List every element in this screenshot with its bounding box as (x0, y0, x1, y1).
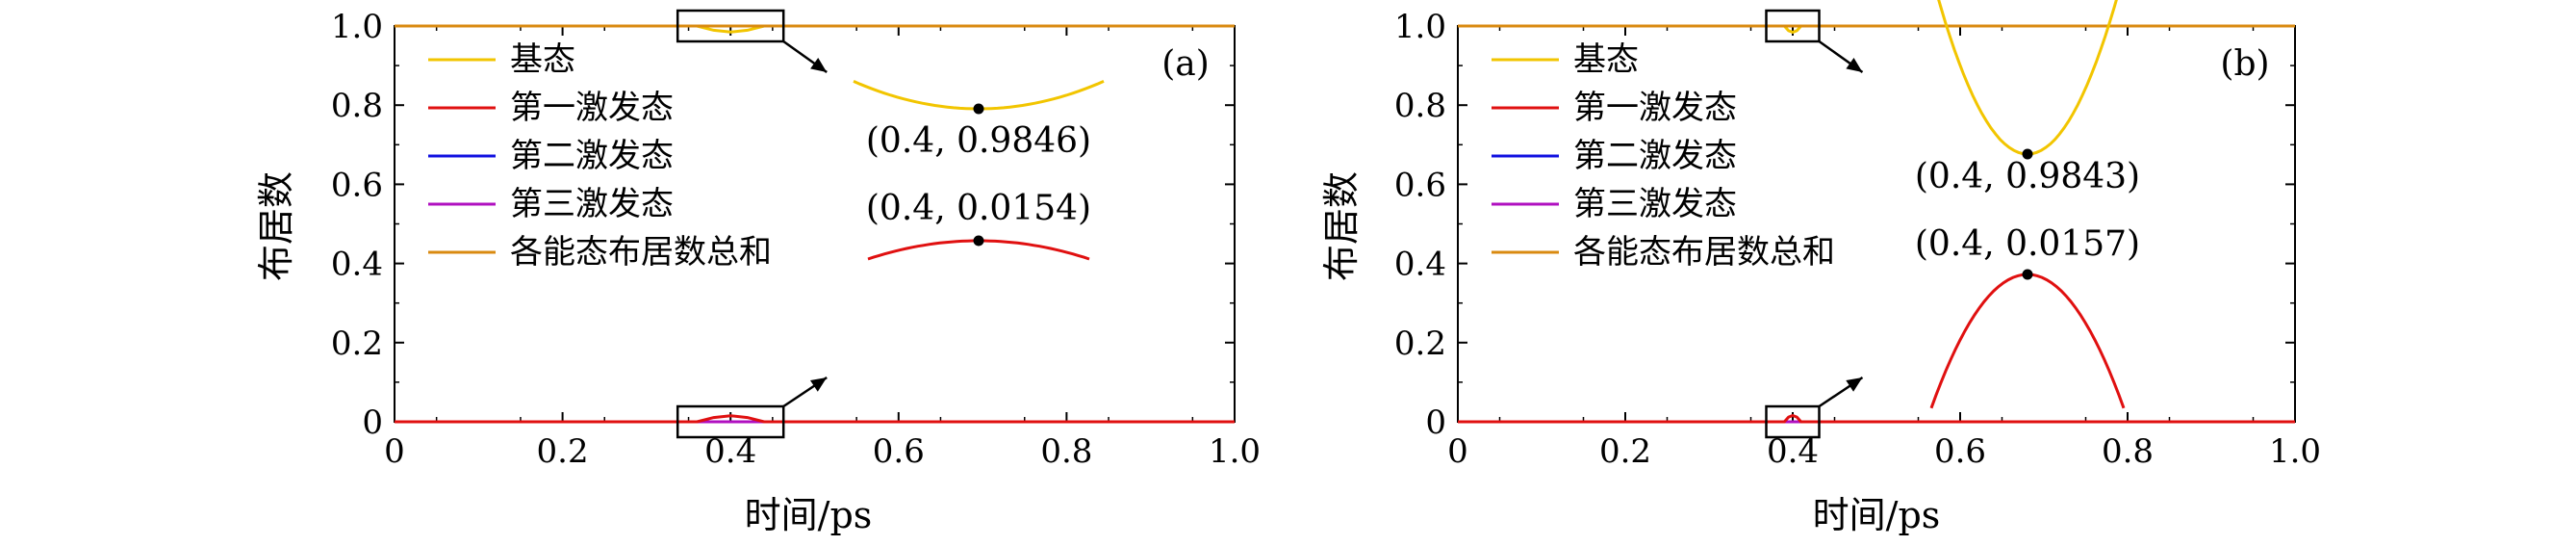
legend-label: 第一激发态 (510, 89, 674, 127)
inset-ground-curve (1937, 0, 2118, 156)
legend-label: 第二激发态 (1573, 137, 1737, 175)
y-tick-label: 0.4 (1394, 246, 1446, 284)
legend-label: 第一激发态 (1573, 89, 1737, 127)
legend-label: 第二激发态 (510, 137, 674, 175)
plot-frame (394, 25, 1236, 423)
y-tick-label: 1.0 (331, 8, 383, 46)
x-tick-label: 0.8 (2102, 432, 2154, 471)
y-tick-label: 0.6 (1394, 166, 1446, 204)
panel-label: (a) (1161, 44, 1210, 84)
series-line (1458, 413, 2295, 424)
zoom-arrowhead (1846, 377, 1863, 392)
zoom-box (1765, 9, 1821, 43)
y-tick-label: 0.8 (331, 87, 383, 125)
x-axis-title: 时间/ps (745, 494, 873, 536)
y-axis-title: 布居数 (255, 171, 297, 281)
panel-b: 布居数 时间/ps (b) 基态 第一激发态 第二激发态 第三激发态 各能态布居… (1320, 0, 2321, 536)
panel-a: 布居数 时间/ps (a) 基态 第一激发态 第二激发态 第三激发态 各能态布居… (255, 8, 1261, 536)
panel-label: (b) (2220, 44, 2269, 84)
y-tick-label: 0.8 (1394, 87, 1446, 125)
zoom-arrowhead (810, 58, 828, 72)
y-tick-label: 0 (1425, 403, 1446, 442)
inset-point-marker (2022, 269, 2033, 280)
annotation-label: (0.4, 0.9846) (866, 121, 1091, 161)
x-tick-label: 0 (1447, 432, 1468, 471)
zoom-arrowhead (1846, 58, 1863, 72)
y-tick-label: 0.4 (331, 246, 383, 284)
legend-label: 第三激发态 (1573, 185, 1737, 223)
x-tick-label: 0.6 (873, 432, 925, 471)
x-tick-label: 1.0 (2269, 432, 2321, 471)
inset-point-marker (2022, 148, 2033, 160)
legend-label: 各能态布居数总和 (510, 233, 772, 272)
zoom-box (676, 9, 785, 43)
legend-label: 基态 (1573, 40, 1639, 79)
series-line (395, 414, 1235, 424)
annotation-label: (0.4, 0.0154) (866, 189, 1091, 228)
x-tick-label: 0.4 (704, 432, 756, 471)
zoom-box (676, 404, 785, 439)
x-tick-label: 0.2 (537, 432, 589, 471)
annotation-label: (0.4, 0.0157) (1915, 224, 2140, 264)
x-axis-title: 时间/ps (1813, 494, 1941, 536)
zoom-box (1765, 404, 1821, 439)
plot-frame (1457, 25, 2296, 423)
legend-label: 第三激发态 (510, 185, 674, 223)
inset-point-marker (973, 235, 984, 247)
inset-excited-curve (1929, 273, 2126, 409)
x-tick-label: 0.8 (1040, 432, 1092, 471)
x-tick-label: 0.6 (1934, 432, 1986, 471)
y-axis-title: 布居数 (1320, 171, 1363, 281)
annotation-label: (0.4, 0.9843) (1915, 157, 2140, 196)
y-tick-label: 0.2 (331, 325, 383, 363)
y-tick-label: 0.2 (1394, 325, 1446, 363)
y-tick-label: 0.6 (331, 166, 383, 204)
x-tick-label: 0 (384, 432, 405, 471)
y-tick-label: 0 (362, 403, 383, 442)
x-tick-label: 0.4 (1767, 432, 1819, 471)
zoom-arrowhead (810, 377, 828, 392)
legend-label: 各能态布居数总和 (1573, 233, 1835, 272)
x-tick-label: 0.2 (1599, 432, 1651, 471)
y-tick-label: 1.0 (1394, 8, 1446, 46)
inset-point-marker (973, 103, 984, 115)
x-tick-label: 1.0 (1209, 432, 1261, 471)
legend-label: 基态 (510, 40, 575, 79)
